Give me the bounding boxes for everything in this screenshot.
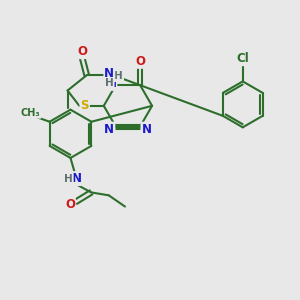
Text: O: O [135,55,145,68]
Text: H: H [114,71,123,81]
Text: Cl: Cl [236,52,249,65]
Text: H: H [105,79,114,88]
Text: H: H [64,174,73,184]
Text: N: N [104,123,114,136]
Text: N: N [142,123,152,136]
Text: N: N [104,67,114,80]
Text: O: O [65,198,75,211]
Text: S: S [80,99,89,112]
Text: N: N [106,77,116,90]
Text: N: N [71,172,81,185]
Text: O: O [77,45,87,58]
Text: CH₃: CH₃ [21,108,40,118]
